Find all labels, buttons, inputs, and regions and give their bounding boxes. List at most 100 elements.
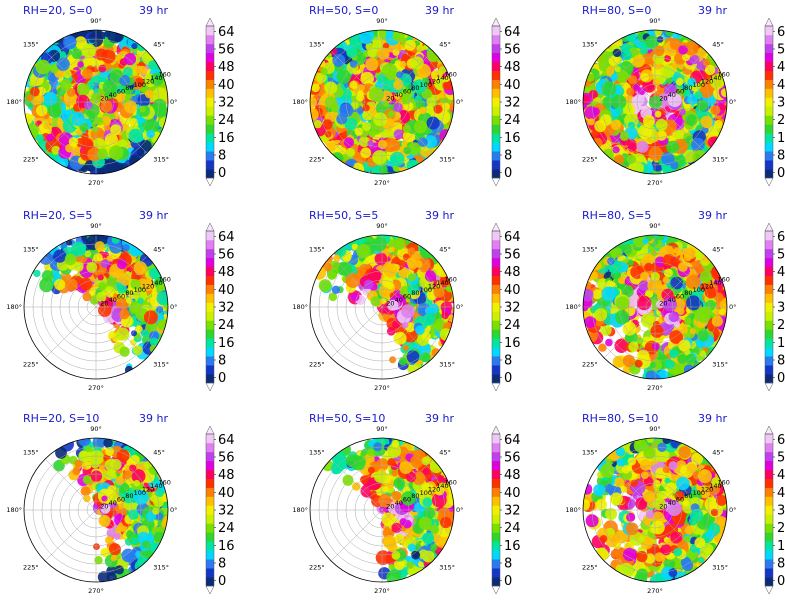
colorbar-swatch xyxy=(492,374,500,384)
colorbar-swatch xyxy=(492,275,500,285)
colorbar-extend-min xyxy=(764,585,774,595)
angular-tick-label: 225° xyxy=(23,360,39,368)
colorbar-swatch xyxy=(765,115,773,125)
angular-tick-label: 0° xyxy=(456,98,463,106)
radial-tick-label: 20 xyxy=(386,503,394,511)
colorbar-tick-label: 64 xyxy=(504,230,521,245)
colorbar-tick-label: 0 xyxy=(504,371,512,386)
panel-time-label: 39 hr xyxy=(425,209,454,222)
radial-tick-label: 20 xyxy=(100,503,108,511)
radial-tick-label: 40 xyxy=(109,91,117,99)
colorbar-extend-max xyxy=(205,17,215,27)
angular-tick-label: 135° xyxy=(23,449,39,457)
colorbar-tick-label: 24 xyxy=(504,113,521,128)
colorbar-swatch xyxy=(206,293,214,303)
colorbar-swatch xyxy=(765,257,773,268)
angular-tick-label: 90° xyxy=(376,17,388,25)
colorbar-swatch xyxy=(765,559,773,569)
colorbar-swatch xyxy=(206,365,214,375)
colorbar-tick-label: 40 xyxy=(218,283,235,298)
radial-tick-label: 160 xyxy=(718,275,730,283)
radial-tick-label: 80 xyxy=(684,289,692,297)
colorbar-swatch xyxy=(206,124,214,134)
angular-tick-label: 0° xyxy=(729,303,736,311)
colorbar-swatch xyxy=(492,514,500,524)
panel-title: RH=20, S=5 xyxy=(23,209,92,222)
angular-tick-label: 270° xyxy=(647,384,663,392)
colorbar-tick-label: 8 xyxy=(777,149,785,164)
radial-tick-label: 140 xyxy=(436,74,448,82)
panel-time-label: 39 hr xyxy=(139,209,168,222)
colorbar-tick-label: 16 xyxy=(777,539,785,554)
colorbar-swatch xyxy=(492,523,500,533)
angular-tick-label: 45° xyxy=(153,246,165,254)
colorbar-swatch xyxy=(765,26,773,36)
colorbar-tick-label: 16 xyxy=(777,131,785,146)
colorbar-tick-label: 32 xyxy=(504,301,521,316)
colorbar-swatch xyxy=(492,231,500,241)
polar-panel-8: 20 40 60 80 1001201401600°45°90°135°180°225°… xyxy=(292,412,520,595)
colorbar-tick-label: 32 xyxy=(218,301,235,316)
colorbar-swatch xyxy=(206,505,214,515)
colorbar-swatch xyxy=(492,559,500,569)
polar-grid xyxy=(310,235,454,379)
colorbar-extend-min xyxy=(491,382,501,392)
radial-tick-label: 120 xyxy=(142,485,154,493)
colorbar-tick-label: 8 xyxy=(777,557,785,572)
polar-frame xyxy=(582,234,728,380)
colorbar-tick-label: 0 xyxy=(777,574,785,589)
colorbar-swatch xyxy=(765,266,773,276)
colorbar-extend-max xyxy=(491,222,501,232)
colorbar-tick-label: 56 xyxy=(504,43,521,58)
polar-grid xyxy=(583,438,727,582)
angular-tick-label: 0° xyxy=(170,303,177,311)
radial-tick-label: 120 xyxy=(701,282,713,290)
radial-tick-label: 160 xyxy=(159,70,171,78)
colorbar-tick-label: 32 xyxy=(777,96,785,111)
colorbar-swatch xyxy=(206,374,214,384)
colorbar-swatch xyxy=(492,160,500,170)
radial-tick-label: 160 xyxy=(718,70,730,78)
polar-panel-7: 20 40 60 80 1001201401600°45°90°135°180°225°… xyxy=(6,412,234,595)
colorbar-tick-label: 0 xyxy=(218,166,226,181)
colorbar-swatch xyxy=(492,124,500,134)
angular-tick-label: 315° xyxy=(153,360,169,368)
colorbar-swatch xyxy=(765,451,773,462)
colorbar-extend-max xyxy=(205,222,215,232)
colorbar-swatch xyxy=(765,97,773,107)
colorbar-swatch xyxy=(206,442,214,453)
radial-tick-label: 120 xyxy=(428,77,440,85)
radial-tick-label: 100 xyxy=(420,286,432,294)
polar-frame xyxy=(23,29,169,175)
colorbar-swatch xyxy=(206,266,214,276)
radial-tick-label: 60 xyxy=(117,293,125,301)
colorbar-tick-label: 56 xyxy=(504,451,521,466)
panel-title: RH=20, S=10 xyxy=(23,412,99,425)
angular-tick-label: 180° xyxy=(292,303,308,311)
panel-time-label: 39 hr xyxy=(139,4,168,17)
panel-time-label: 39 hr xyxy=(425,412,454,425)
colorbar-tick-label: 64 xyxy=(777,25,785,40)
colorbar-swatch xyxy=(492,532,500,542)
colorbar-swatch xyxy=(765,434,773,444)
colorbar-swatch xyxy=(206,106,214,116)
angular-tick-label: 180° xyxy=(6,506,22,514)
colorbar-tick-label: 56 xyxy=(777,43,785,58)
colorbar-swatch xyxy=(765,541,773,551)
polar-grid xyxy=(583,235,727,379)
colorbar-swatch xyxy=(206,284,214,294)
colorbar-tick-label: 48 xyxy=(777,265,785,280)
colorbar-swatch xyxy=(492,61,500,71)
colorbar-swatch xyxy=(492,52,500,63)
colorbar-swatch xyxy=(765,329,773,339)
colorbar-tick-label: 40 xyxy=(504,283,521,298)
colorbar-tick-label: 40 xyxy=(777,78,785,93)
radial-tick-label: 80 xyxy=(125,84,133,92)
colorbar-swatch xyxy=(765,142,773,152)
polar-frame xyxy=(23,437,169,583)
angular-tick-label: 315° xyxy=(153,563,169,571)
colorbar-swatch xyxy=(206,523,214,533)
colorbar-swatch xyxy=(765,43,773,54)
colorbar-tick-label: 48 xyxy=(218,265,235,280)
angular-tick-label: 225° xyxy=(582,155,598,163)
